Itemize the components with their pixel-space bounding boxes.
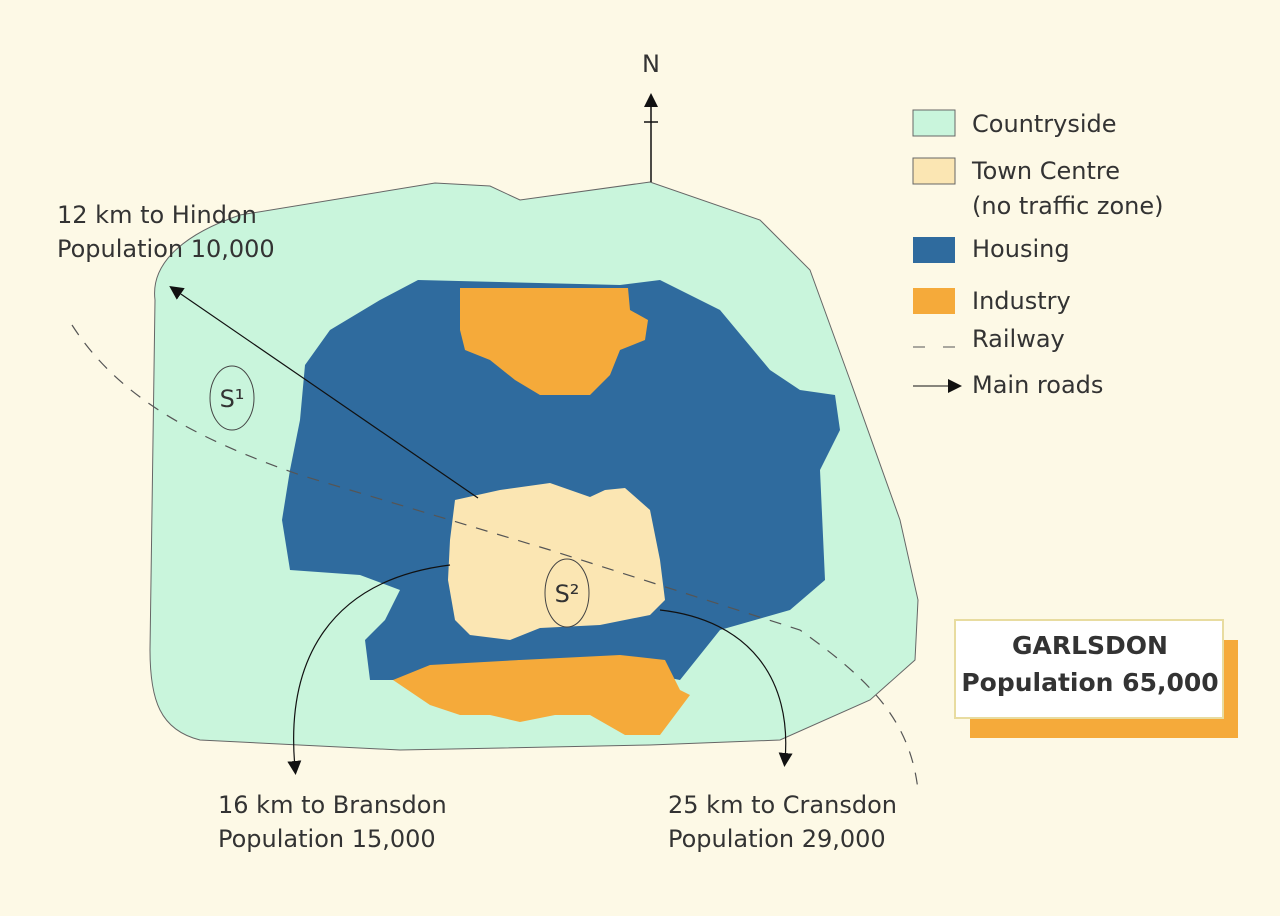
town-centre	[448, 483, 665, 640]
legend-label: Housing	[972, 235, 1070, 263]
main-road	[287, 564, 451, 775]
site-marker	[544, 558, 590, 628]
destination-distance: 25 km to Cransdon	[668, 791, 897, 819]
legend-swatch	[913, 288, 955, 314]
industry	[393, 655, 690, 735]
town-box	[954, 619, 1224, 719]
main-road	[169, 286, 479, 499]
town-name: GARLSDON	[1012, 631, 1168, 660]
legend-label: Town Centre	[971, 157, 1120, 185]
site-label: S¹	[220, 385, 245, 413]
destination-distance: 12 km to Hindon	[57, 201, 257, 229]
legend-swatch	[913, 237, 955, 263]
destination-population: Population 10,000	[57, 235, 275, 263]
town-population: Population 65,000	[961, 668, 1218, 697]
site-label: S²	[555, 580, 580, 608]
destination-population: Population 29,000	[668, 825, 886, 853]
legend-label: Industry	[972, 287, 1071, 315]
legend-label: Main roads	[972, 371, 1103, 399]
destination-population: Population 15,000	[218, 825, 436, 853]
legend-label: Countryside	[972, 110, 1117, 138]
compass-label: N	[642, 50, 660, 78]
main-road	[659, 609, 793, 767]
site-marker	[209, 365, 255, 431]
destination-distance: 16 km to Bransdon	[218, 791, 447, 819]
legend-label: Railway	[972, 325, 1065, 353]
industry	[460, 288, 648, 395]
legend-swatch	[912, 109, 956, 137]
housing	[282, 280, 840, 680]
legend-note: (no traffic zone)	[972, 192, 1164, 220]
legend-swatch	[912, 157, 956, 185]
